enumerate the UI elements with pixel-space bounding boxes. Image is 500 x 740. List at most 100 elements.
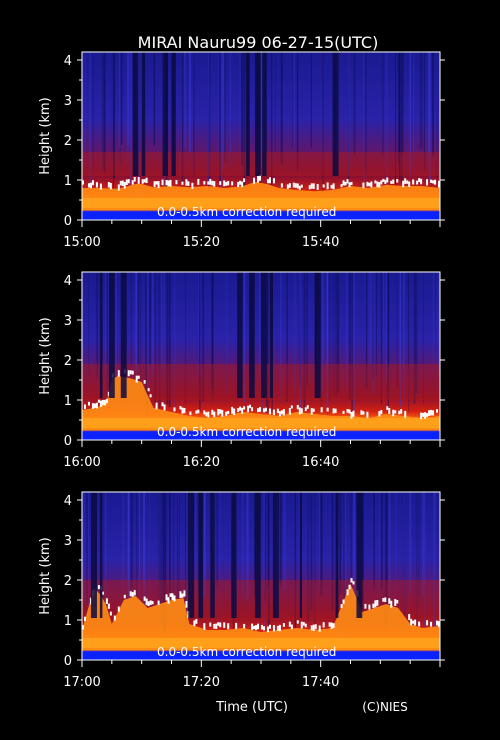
cloud-top-speck — [328, 622, 331, 627]
cloud-top-speck — [406, 180, 409, 184]
texture-streak — [111, 52, 113, 160]
cloud-top-speck — [390, 600, 393, 608]
texture-streak — [130, 492, 133, 589]
texture-streak — [326, 272, 329, 415]
cloud-top-speck — [211, 180, 214, 186]
texture-streak — [432, 272, 434, 374]
texture-streak — [246, 492, 249, 601]
texture-streak — [222, 52, 225, 158]
clear-column — [188, 492, 195, 618]
cloud-top-speck — [316, 183, 319, 190]
clear-column — [99, 272, 103, 398]
cloud-top-speck — [171, 593, 174, 601]
cloud-top-speck — [368, 604, 371, 610]
clear-column — [141, 52, 146, 176]
texture-streak — [422, 492, 424, 597]
texture-streak — [183, 52, 185, 181]
cloud-top-speck — [366, 411, 369, 418]
cloud-top-speck — [288, 407, 291, 415]
cloud-top-speck — [430, 409, 433, 416]
cloud-top-speck — [217, 622, 220, 626]
cloud-top-speck — [165, 594, 168, 601]
cloud-top-speck — [430, 179, 433, 183]
cloud-top-speck — [344, 181, 347, 186]
cloud-top-speck — [231, 181, 234, 186]
texture-streak — [243, 272, 246, 403]
cloud-top-speck — [129, 591, 132, 597]
cloud-top-speck — [398, 410, 401, 415]
texture-streak — [267, 492, 270, 629]
texture-streak — [169, 492, 171, 611]
clear-column — [335, 492, 339, 618]
texture-streak — [404, 492, 405, 612]
cloud-top-speck — [113, 615, 116, 621]
cloud-top-speck — [308, 185, 311, 190]
cloud-top-speck — [187, 181, 190, 186]
texture-streak — [320, 492, 323, 597]
texture-streak — [146, 272, 149, 391]
cloud-top-speck — [219, 409, 222, 414]
texture-streak — [207, 52, 210, 186]
texture-streak — [104, 492, 107, 615]
cloud-top-speck — [193, 620, 196, 627]
texture-streak — [298, 492, 300, 607]
texture-streak — [266, 272, 268, 396]
cloud-top-speck — [410, 618, 413, 626]
texture-streak — [149, 492, 151, 596]
cloud-top-speck — [183, 408, 186, 414]
y-axis-label: Height (km) — [38, 97, 53, 174]
texture-streak — [118, 52, 121, 148]
correction-annotation: 0.0-0.5km correction required — [157, 425, 336, 439]
cloud-top-speck — [342, 599, 345, 604]
cloud-top-speck — [384, 597, 387, 603]
cloud-top-speck — [312, 624, 315, 631]
cloud-top-speck — [137, 177, 140, 184]
cloud-top-speck — [99, 183, 102, 190]
cloud-top-speck — [376, 600, 379, 606]
cloud-top-speck — [203, 410, 206, 415]
cloud-top-speck — [432, 410, 435, 416]
cloud-top-speck — [320, 407, 323, 413]
cloud-top-speck — [213, 411, 216, 418]
cloud-top-speck — [276, 625, 279, 631]
cloud-top-speck — [322, 184, 325, 188]
cloud-top-speck — [235, 622, 238, 630]
texture-streak — [398, 272, 400, 381]
cloud-top-speck — [360, 410, 363, 415]
texture-streak — [102, 52, 104, 172]
texture-streak — [372, 272, 374, 380]
cloud-top-speck — [259, 406, 262, 412]
cloud-top-speck — [129, 370, 132, 375]
cloud-top-speck — [428, 410, 431, 416]
cloud-top-speck — [163, 404, 166, 411]
correction-annotation: 0.0-0.5km correction required — [157, 645, 336, 659]
texture-streak — [353, 52, 356, 156]
y-tick-label: 3 — [64, 314, 72, 329]
cloud-top-speck — [348, 182, 351, 188]
texture-streak — [382, 272, 385, 366]
texture-streak — [212, 272, 214, 402]
clear-column — [314, 272, 321, 398]
cloud-top-speck — [342, 180, 345, 186]
cloud-top-speck — [141, 179, 144, 184]
cloud-top-speck — [83, 404, 86, 410]
texture-streak — [387, 272, 390, 372]
cloud-top-speck — [133, 176, 136, 182]
y-tick-label: 0 — [64, 214, 72, 229]
cloud-top-speck — [370, 181, 373, 188]
low-bright-band — [82, 418, 440, 428]
cloud-top-speck — [292, 182, 295, 188]
texture-streak — [143, 492, 146, 606]
texture-streak — [185, 492, 188, 612]
cloud-top-speck — [416, 180, 419, 185]
cloud-top-speck — [203, 181, 206, 185]
cloud-top-speck — [117, 606, 120, 612]
cloud-top-speck — [272, 625, 275, 632]
texture-streak — [119, 52, 121, 165]
clear-column — [262, 52, 267, 176]
cloud-top-speck — [127, 370, 130, 377]
texture-streak — [339, 492, 342, 595]
cloud-top-speck — [255, 625, 258, 631]
cloud-top-speck — [103, 399, 106, 406]
cloud-top-speck — [213, 181, 216, 187]
